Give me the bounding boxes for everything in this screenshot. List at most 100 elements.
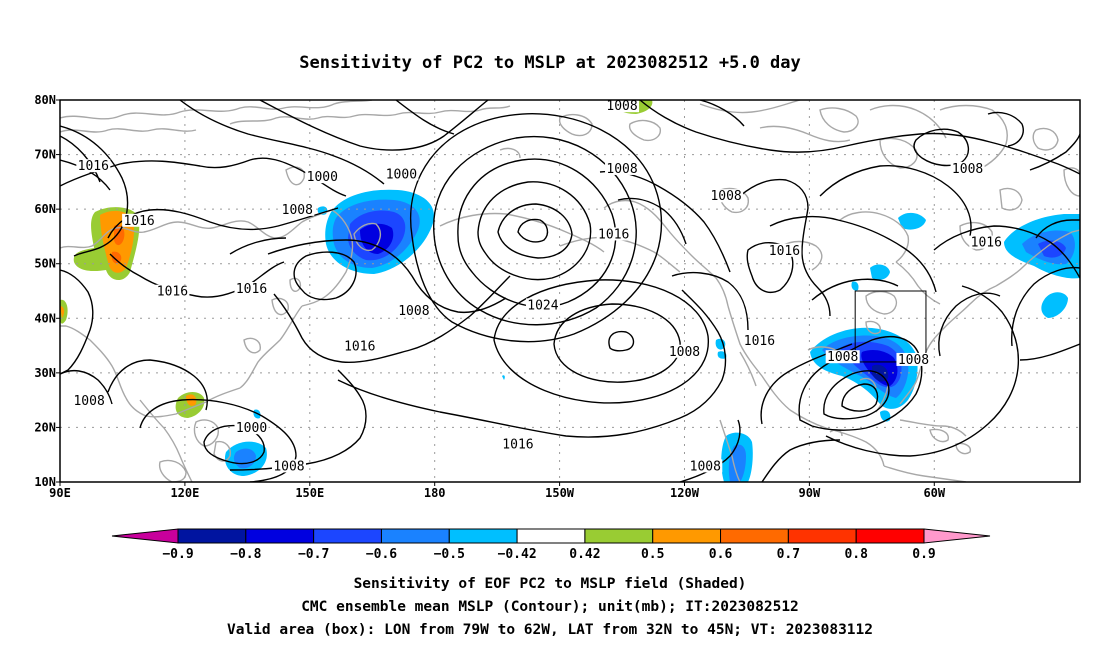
contour-label-bg bbox=[709, 189, 744, 203]
lon-tick-label: 150E bbox=[295, 486, 324, 500]
negative-shading bbox=[898, 212, 926, 230]
contour-label-bg bbox=[122, 213, 157, 227]
contour-label-bg bbox=[767, 243, 802, 257]
figure-title: Sensitivity of PC2 to MSLP at 2023082512… bbox=[299, 53, 801, 73]
contour-label-bg bbox=[605, 161, 640, 175]
contour-label: 1008 bbox=[952, 162, 983, 177]
contour-label: 1008 bbox=[690, 459, 721, 474]
caption-line-2: CMC ensemble mean MSLP (Contour); unit(m… bbox=[301, 599, 799, 615]
lat-tick-label: 20N bbox=[34, 420, 56, 434]
contour-label-bg bbox=[896, 352, 931, 366]
positive-shading bbox=[111, 251, 122, 264]
graticule bbox=[60, 100, 1080, 482]
colorbar-segment bbox=[245, 528, 315, 544]
contour-label-bg bbox=[596, 227, 631, 241]
negative-shading bbox=[1041, 292, 1068, 318]
contour-label: 1016 bbox=[157, 285, 188, 300]
contour-label: 1016 bbox=[971, 236, 1002, 251]
colorbar-tick-label: −0.7 bbox=[298, 547, 329, 562]
contour-label-bg bbox=[234, 282, 269, 295]
colorbar-tick-label: −0.9 bbox=[162, 547, 193, 562]
longitude-axis: 90E 120E 150E 180 150W 120W 90W 60W bbox=[49, 482, 946, 500]
lat-tick-label: 40N bbox=[34, 311, 56, 325]
contour-label: 1000 bbox=[236, 421, 267, 436]
colorbar-tick-label: 0.7 bbox=[777, 547, 800, 562]
contour-label: 1008 bbox=[827, 350, 858, 365]
colorbar-tick-label: 0.5 bbox=[641, 547, 664, 562]
contour-label: 1016 bbox=[344, 339, 375, 354]
colorbar-segment bbox=[720, 528, 789, 544]
contour-label-bg bbox=[76, 159, 111, 173]
contour-label: 1016 bbox=[78, 159, 109, 174]
colorbar-tick-label: 0.6 bbox=[709, 547, 733, 562]
colorbar-tick-label: 0.8 bbox=[844, 547, 868, 562]
contour-label-bg bbox=[605, 100, 640, 113]
contour-label: 1016 bbox=[598, 227, 629, 242]
contour-label-bg bbox=[280, 202, 315, 216]
colorbar-low-arrow bbox=[111, 528, 179, 544]
contour-label: 1008 bbox=[710, 189, 741, 204]
colorbar-segment bbox=[652, 528, 722, 544]
contour-label: 1008 bbox=[282, 203, 313, 218]
colorbar-tick-label: −0.5 bbox=[434, 547, 465, 562]
lon-tick-label: 180 bbox=[424, 486, 446, 500]
contour-label: 1000 bbox=[386, 167, 417, 182]
lat-tick-label: 10N bbox=[34, 475, 56, 489]
caption-line-3: Valid area (box): LON from 79W to 62W, L… bbox=[227, 622, 873, 638]
contour-label-bg bbox=[525, 298, 560, 312]
contour-label-bg bbox=[342, 339, 377, 353]
lon-tick-label: 60W bbox=[923, 486, 945, 500]
colorbar-segment bbox=[380, 528, 450, 544]
contour-label-bg bbox=[155, 284, 190, 298]
contour-label: 1008 bbox=[669, 345, 700, 360]
contour-label-bg bbox=[667, 344, 702, 358]
contour-label: 1016 bbox=[123, 214, 154, 229]
colorbar bbox=[111, 528, 991, 544]
colorbar-tick-label: −0.8 bbox=[230, 547, 261, 562]
latitude-axis: 80N 70N 60N 50N 40N 30N 20N 10N bbox=[34, 93, 60, 489]
colorbar-tick-label: 0.9 bbox=[912, 547, 935, 562]
lat-tick-label: 30N bbox=[34, 366, 56, 380]
valid-area-box bbox=[854, 290, 927, 363]
contour-label: 1016 bbox=[236, 282, 267, 297]
positive-shading bbox=[60, 306, 65, 318]
coastlines bbox=[60, 100, 1080, 482]
lon-tick-label: 90E bbox=[49, 486, 71, 500]
colorbar-segment bbox=[787, 528, 857, 544]
contour-label-bg bbox=[396, 303, 431, 317]
colorbar-segment bbox=[516, 528, 586, 544]
contour-label: 1024 bbox=[527, 298, 558, 313]
negative-shading bbox=[717, 351, 727, 359]
colorbar-labels: −0.9 −0.8 −0.7 −0.6 −0.5 −0.42 0.42 0.5 0.6 0.7 0.… bbox=[162, 547, 935, 562]
contour-label-bg bbox=[969, 235, 1004, 249]
lon-tick-label: 150W bbox=[545, 486, 575, 500]
contour-label: 1008 bbox=[606, 162, 637, 177]
colorbar-segment bbox=[313, 528, 382, 544]
contour-label-bg bbox=[500, 437, 535, 451]
lat-tick-label: 60N bbox=[34, 202, 56, 216]
caption-line-1: Sensitivity of EOF PC2 to MSLP field (Sh… bbox=[354, 576, 747, 592]
contour-label-bg bbox=[234, 421, 269, 435]
contour-label-bg bbox=[271, 459, 306, 473]
contour-label: 1016 bbox=[769, 244, 800, 259]
colorbar-tick-label: −0.6 bbox=[366, 547, 397, 562]
lat-tick-label: 70N bbox=[34, 148, 56, 162]
colorbar-segment bbox=[584, 528, 654, 544]
negative-shading bbox=[360, 223, 394, 254]
contour-label: 1008 bbox=[73, 394, 104, 409]
contour-label-bg bbox=[742, 333, 777, 347]
contour-label: 1000 bbox=[307, 170, 338, 185]
negative-shading bbox=[880, 410, 891, 422]
contour-label: 1016 bbox=[502, 438, 533, 453]
negative-shading bbox=[870, 264, 890, 280]
contour-label-bg bbox=[825, 350, 860, 364]
map-frame bbox=[59, 99, 1081, 483]
contour-label-bg bbox=[384, 167, 419, 181]
contour-label: 1008 bbox=[606, 99, 637, 114]
contour-label-bg bbox=[305, 170, 340, 184]
contour-label: 1016 bbox=[744, 334, 775, 349]
lat-tick-label: 50N bbox=[34, 257, 56, 271]
colorbar-segment bbox=[448, 528, 518, 544]
contour-label-bg bbox=[950, 161, 985, 175]
